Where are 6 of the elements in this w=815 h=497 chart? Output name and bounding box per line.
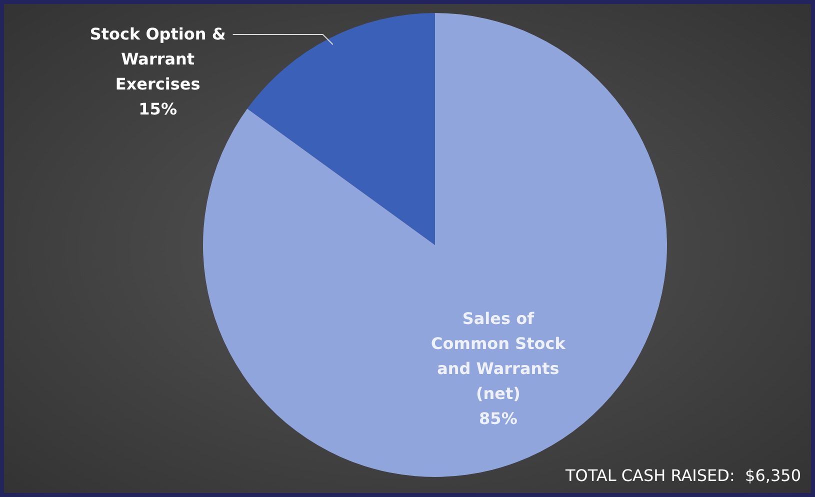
pie-slice [247,13,435,245]
slice-label: Sales of Common Stock and Warrants (net) [431,309,566,404]
data-label: 85% [479,409,518,428]
slice-label: Stock Option & Warrant Exercises [90,24,226,94]
text: TOTAL CASH RAISED: $6,350 [566,466,801,485]
data-label: 15% [138,99,177,118]
